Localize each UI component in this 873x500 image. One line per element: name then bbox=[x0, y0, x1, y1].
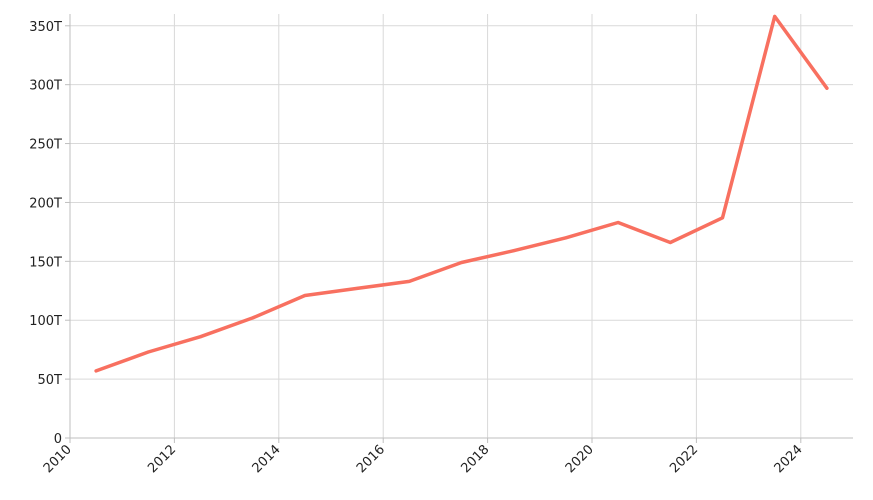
x-tick-label: 2024 bbox=[772, 442, 806, 476]
data-point bbox=[616, 220, 620, 224]
data-point bbox=[407, 279, 411, 283]
data-point bbox=[668, 240, 672, 244]
y-tick-label: 0 bbox=[54, 432, 62, 447]
y-tick-label: 250T bbox=[29, 138, 62, 153]
y-tick-label: 100T bbox=[29, 314, 62, 329]
y-tick-label: 50T bbox=[38, 373, 63, 388]
data-point bbox=[512, 249, 516, 253]
y-tick-label: 150T bbox=[29, 255, 62, 270]
grid bbox=[70, 14, 853, 438]
y-tick-label: 350T bbox=[29, 20, 62, 35]
axes bbox=[69, 14, 853, 439]
data-point bbox=[355, 286, 359, 290]
data-point bbox=[773, 14, 777, 18]
x-tick-label: 2022 bbox=[667, 442, 701, 476]
data-point bbox=[146, 350, 150, 354]
y-tick-label: 200T bbox=[29, 196, 62, 211]
series-line bbox=[94, 14, 829, 373]
data-point bbox=[721, 216, 724, 220]
x-tick-label: 2010 bbox=[41, 442, 75, 476]
x-axis-ticks: 2010 2012 2014 2016 2018 2020 2022 2024 bbox=[41, 438, 806, 476]
y-axis-ticks: 0 50T 100T 150T 200T 250T 300T 350T bbox=[29, 20, 70, 447]
x-tick-label: 2012 bbox=[145, 442, 179, 476]
data-point bbox=[94, 369, 98, 373]
data-point bbox=[199, 335, 202, 339]
x-tick-label: 2020 bbox=[563, 442, 597, 476]
data-point bbox=[460, 261, 463, 265]
data-point bbox=[564, 236, 568, 240]
x-tick-label: 2018 bbox=[458, 442, 492, 476]
x-tick-label: 2014 bbox=[250, 442, 284, 476]
data-point bbox=[251, 316, 255, 320]
data-point bbox=[303, 293, 307, 297]
series bbox=[94, 14, 829, 373]
y-tick-label: 300T bbox=[29, 79, 62, 94]
x-tick-label: 2016 bbox=[354, 442, 388, 476]
data-point bbox=[825, 86, 829, 90]
